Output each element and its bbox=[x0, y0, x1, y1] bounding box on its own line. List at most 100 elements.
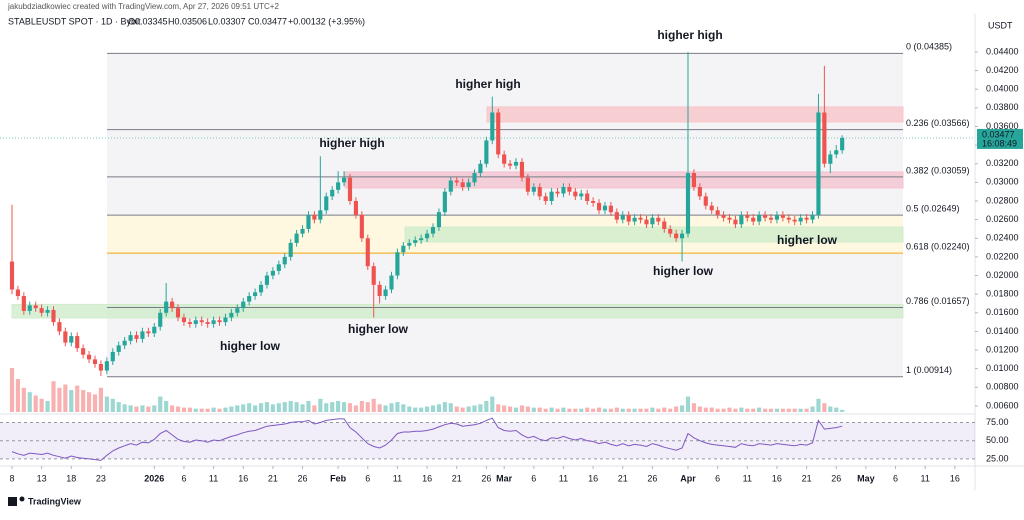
volume-bar bbox=[140, 405, 145, 412]
x-tick-label: 6 bbox=[181, 473, 186, 483]
x-tick-label: 11 bbox=[209, 473, 218, 483]
volume-bar bbox=[104, 396, 109, 412]
logo-mark bbox=[19, 496, 25, 502]
volume-bar bbox=[697, 406, 702, 412]
volume-bar bbox=[152, 405, 157, 412]
candle-body bbox=[780, 214, 785, 218]
volume-bar bbox=[92, 394, 98, 412]
candle-body bbox=[347, 177, 353, 202]
volume-bar bbox=[27, 392, 32, 412]
candle-body bbox=[626, 214, 631, 222]
volume-bar bbox=[745, 408, 750, 412]
volume-bar bbox=[413, 407, 418, 412]
volume-bar bbox=[371, 398, 376, 412]
volume-bar bbox=[757, 407, 762, 412]
volume-bar bbox=[341, 402, 347, 412]
candle-body bbox=[632, 217, 637, 222]
candle-body bbox=[264, 275, 270, 285]
volume-bar bbox=[774, 408, 780, 412]
volume-bar bbox=[407, 406, 412, 412]
volume-bar bbox=[336, 401, 341, 412]
candle-body bbox=[45, 309, 50, 313]
candle-body bbox=[306, 214, 311, 229]
candle-body bbox=[199, 320, 204, 323]
volume-bar bbox=[377, 404, 382, 412]
candle-body bbox=[359, 214, 364, 239]
volume-bar bbox=[359, 401, 364, 412]
rsi-tick-label: 50.00 bbox=[986, 435, 1009, 445]
fib-label: 0.236 (0.03566) bbox=[906, 118, 970, 128]
candle-body bbox=[745, 214, 750, 218]
volume-bar bbox=[389, 403, 394, 412]
volume-bar bbox=[543, 408, 548, 412]
candle-body bbox=[650, 217, 655, 225]
candle-body bbox=[300, 228, 305, 234]
candle-body bbox=[525, 177, 530, 192]
candle-body bbox=[98, 364, 104, 371]
x-tick-label: 11 bbox=[559, 473, 568, 483]
volume-bar bbox=[579, 408, 584, 412]
candle-body bbox=[9, 261, 15, 290]
candle-body bbox=[834, 150, 839, 155]
volume-bar bbox=[549, 407, 554, 412]
annotation: higher low bbox=[777, 233, 838, 247]
volume-bar bbox=[63, 384, 68, 412]
candle-body bbox=[472, 173, 477, 183]
volume-bar bbox=[502, 405, 507, 412]
candle-body bbox=[739, 214, 744, 225]
volume-bar bbox=[662, 407, 667, 412]
y-tick-label: 0.00800 bbox=[986, 382, 1019, 392]
volume-bar bbox=[86, 392, 92, 412]
volume-bar bbox=[448, 403, 453, 412]
candle-body bbox=[223, 317, 228, 323]
candle-body bbox=[164, 301, 169, 313]
candle-body bbox=[555, 191, 560, 194]
candle-body bbox=[656, 217, 661, 222]
x-tick-label: 8 bbox=[9, 473, 14, 483]
volume-bar bbox=[768, 408, 774, 412]
volume-bar bbox=[685, 396, 691, 412]
candle-body bbox=[703, 196, 708, 206]
candle-body bbox=[697, 187, 702, 197]
volume-bar bbox=[466, 406, 471, 412]
candle-body bbox=[685, 173, 691, 234]
y-tick-label: 0.03600 bbox=[986, 121, 1019, 131]
x-tick-label: 23 bbox=[96, 473, 106, 483]
y-tick-label: 0.02800 bbox=[986, 195, 1019, 205]
candle-body bbox=[276, 264, 281, 271]
volume-bar bbox=[531, 407, 536, 412]
y-tick-label: 0.03800 bbox=[986, 102, 1019, 112]
candle-body bbox=[549, 191, 554, 202]
volume-bar bbox=[804, 408, 809, 412]
candle-body bbox=[822, 112, 827, 164]
volume-bar bbox=[585, 407, 590, 412]
volume-bar bbox=[709, 407, 714, 412]
volume-bar bbox=[235, 405, 240, 412]
x-tick-label: 21 bbox=[268, 473, 278, 483]
candle-body bbox=[442, 191, 447, 213]
x-tick-label: 16 bbox=[772, 473, 782, 483]
volume-bar bbox=[347, 403, 353, 412]
candle-body bbox=[786, 217, 791, 220]
candle-body bbox=[543, 196, 548, 202]
volume-bar bbox=[840, 409, 845, 412]
volume-bar bbox=[679, 405, 685, 412]
candle-body bbox=[341, 177, 347, 183]
volume-bar bbox=[573, 408, 578, 412]
candle-body bbox=[484, 140, 489, 164]
candle-body bbox=[709, 205, 714, 211]
x-tick-label: 26 bbox=[647, 473, 657, 483]
volume-bar bbox=[193, 408, 198, 412]
x-tick-label: 11 bbox=[921, 473, 930, 483]
candle-body bbox=[81, 348, 86, 355]
candle-body bbox=[27, 305, 32, 311]
x-tick-label: 26 bbox=[831, 473, 841, 483]
volume-bar bbox=[525, 406, 530, 412]
fib-label: 0.618 (0.02240) bbox=[906, 242, 970, 252]
volume-bar bbox=[199, 408, 204, 412]
candle-body bbox=[596, 202, 602, 211]
volume-bar bbox=[810, 406, 815, 412]
volume-bar bbox=[424, 406, 430, 412]
volume-bar bbox=[383, 405, 388, 412]
volume-bar bbox=[276, 403, 281, 412]
